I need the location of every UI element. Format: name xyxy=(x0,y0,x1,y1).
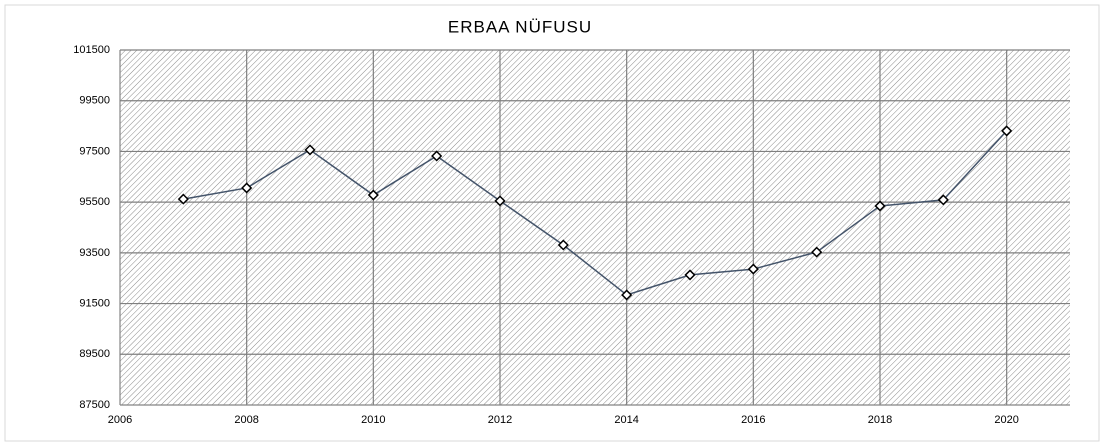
x-tick-label: 2014 xyxy=(614,414,638,426)
y-tick-label: 93500 xyxy=(79,247,110,259)
data-point xyxy=(874,200,886,212)
x-tick-label: 2016 xyxy=(741,414,765,426)
data-point xyxy=(494,195,506,207)
chart-frame xyxy=(4,4,1100,442)
data-point xyxy=(937,194,949,206)
data-point xyxy=(177,193,189,205)
chart-title: ERBAA NÜFUSU xyxy=(448,17,592,36)
x-tick-label: 2012 xyxy=(488,414,512,426)
data-point xyxy=(621,289,633,301)
y-tick-label: 95500 xyxy=(79,196,110,208)
y-tick-label: 99500 xyxy=(79,95,110,107)
data-point xyxy=(1001,125,1013,137)
data-point xyxy=(747,263,759,275)
data-point xyxy=(367,189,379,201)
data-point xyxy=(241,182,253,194)
plot-area xyxy=(120,50,1070,405)
x-tick-label: 2006 xyxy=(108,414,132,426)
y-tick-label: 89500 xyxy=(79,348,110,360)
x-tick-label: 2020 xyxy=(994,414,1018,426)
x-tick-label: 2010 xyxy=(361,414,385,426)
y-tick-label: 101500 xyxy=(73,44,110,56)
y-tick-label: 97500 xyxy=(79,145,110,157)
x-tick-label: 2018 xyxy=(868,414,892,426)
data-point xyxy=(557,239,569,251)
x-tick-label: 2008 xyxy=(234,414,258,426)
data-point xyxy=(431,150,443,162)
line-series xyxy=(183,130,1008,296)
y-tick-label: 87500 xyxy=(79,399,110,411)
y-tick-label: 91500 xyxy=(79,297,110,309)
data-point xyxy=(811,246,823,258)
data-point xyxy=(304,144,316,156)
data-point xyxy=(684,269,696,281)
